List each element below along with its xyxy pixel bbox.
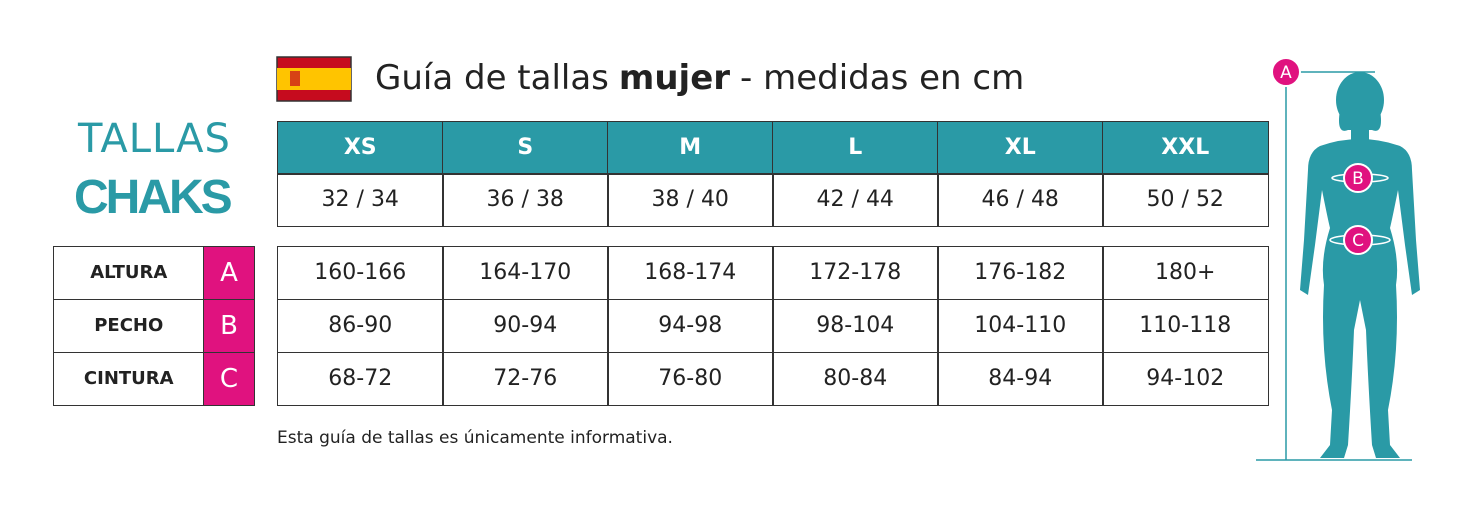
row-key: B xyxy=(203,299,255,353)
measure: 86-90 xyxy=(277,299,444,353)
row-key: C xyxy=(203,352,255,406)
spain-flag xyxy=(276,56,352,102)
logo-line2: CHAKS xyxy=(74,171,233,224)
size-header: L xyxy=(772,121,939,175)
size-header: M xyxy=(607,121,774,175)
measure: 104-110 xyxy=(937,299,1104,353)
measure: 84-94 xyxy=(937,352,1104,406)
eu-size: 42 / 44 xyxy=(772,173,939,227)
measure: 76-80 xyxy=(607,352,774,406)
measure: 180+ xyxy=(1102,246,1269,300)
logo-line1: TALLAS xyxy=(78,116,231,162)
eu-size: 32 / 34 xyxy=(277,173,444,227)
marker-label: A xyxy=(1280,63,1292,83)
title-emphasis: mujer xyxy=(618,58,731,98)
title: Guía de tallas mujer - medidas en cm xyxy=(375,58,1024,98)
marker xyxy=(1343,225,1373,255)
measure: 72-76 xyxy=(442,352,609,406)
measure: 172-178 xyxy=(772,246,939,300)
measure: 80-84 xyxy=(772,352,939,406)
note: Esta guía de tallas es únicamente inform… xyxy=(277,428,673,448)
eu-size: 50 / 52 xyxy=(1102,173,1269,227)
size-header: XXL xyxy=(1102,121,1269,175)
title-prefix: Guía de tallas xyxy=(375,58,609,98)
body-figure: A B C xyxy=(1256,57,1420,461)
eu-size: 36 / 38 xyxy=(442,173,609,227)
marker-label: C xyxy=(1352,231,1364,251)
marker xyxy=(1343,163,1373,193)
measure: 68-72 xyxy=(277,352,444,406)
eu-size: 46 / 48 xyxy=(937,173,1104,227)
title-suffix: - medidas en cm xyxy=(740,58,1025,98)
measure: 98-104 xyxy=(772,299,939,353)
eu-size: 38 / 40 xyxy=(607,173,774,227)
row-key: A xyxy=(203,246,255,300)
measure: 90-94 xyxy=(442,299,609,353)
marker-label: B xyxy=(1352,169,1364,189)
measure: 94-102 xyxy=(1102,352,1269,406)
marker xyxy=(1271,57,1301,87)
row-label: PECHO xyxy=(53,299,205,353)
measure: 176-182 xyxy=(937,246,1104,300)
measure: 168-174 xyxy=(607,246,774,300)
measure: 94-98 xyxy=(607,299,774,353)
measure: 160-166 xyxy=(277,246,444,300)
size-header: S xyxy=(442,121,609,175)
row-label: CINTURA xyxy=(53,352,205,406)
measure: 164-170 xyxy=(442,246,609,300)
size-header: XL xyxy=(937,121,1104,175)
row-label: ALTURA xyxy=(53,246,205,300)
size-header: XS xyxy=(277,121,444,175)
